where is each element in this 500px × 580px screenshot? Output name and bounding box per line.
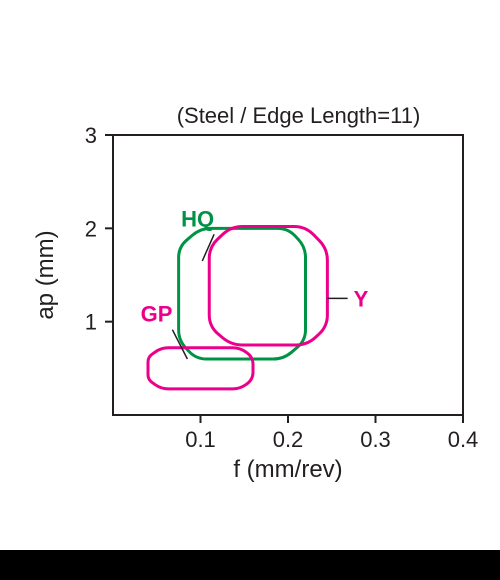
y-axis-title: ap (mm) (32, 230, 59, 319)
footer-bar (0, 550, 500, 580)
region-outline-hq (179, 228, 306, 359)
chart-svg: 0.1 0.2 0.3 0.4 1 2 3 f (mm/rev) ap (mm) (Steel /… (0, 0, 500, 540)
region-label-y: Y (354, 286, 369, 311)
region-outline-y (209, 226, 327, 345)
y-tick-label: 3 (85, 123, 97, 148)
y-tick-label: 2 (85, 216, 97, 241)
region-hq (179, 228, 306, 359)
region-gp (148, 348, 253, 389)
chart-stage: 0.1 0.2 0.3 0.4 1 2 3 f (mm/rev) ap (mm) (Steel /… (0, 0, 500, 580)
x-axis-title: f (mm/rev) (233, 456, 342, 483)
plot-area (113, 135, 463, 415)
x-tick-label: 0.2 (273, 427, 304, 452)
region-y (209, 226, 327, 345)
x-tick-label: 0.4 (448, 427, 479, 452)
region-label-gp: GP (141, 302, 173, 327)
y-tick-label: 1 (85, 310, 97, 335)
x-tick-label: 0.3 (360, 427, 391, 452)
x-tick-label: 0.1 (185, 427, 216, 452)
region-label-hq: HQ (181, 206, 214, 231)
region-outline-gp (148, 348, 253, 389)
chart-title: (Steel / Edge Length=11) (177, 103, 421, 128)
